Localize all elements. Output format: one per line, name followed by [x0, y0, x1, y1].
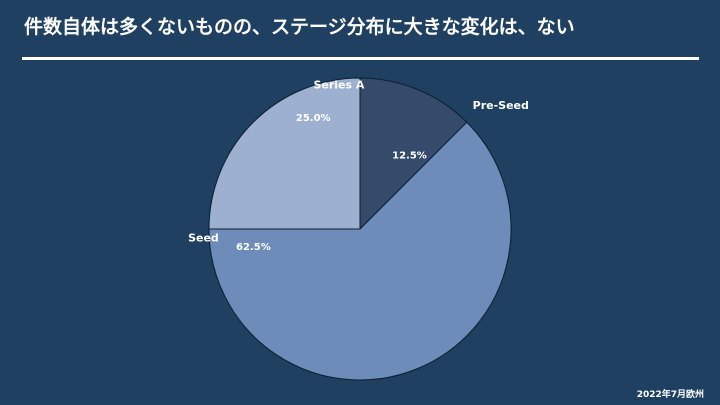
pie-slice-seed [208, 121, 512, 381]
category-label-pre-seed: Pre-Seed [473, 99, 529, 112]
category-label-seed: Seed [188, 231, 219, 244]
data-label-series-a: 25.0% [296, 113, 331, 124]
category-label-series-a: Series A [313, 79, 364, 92]
pie-slice-series-a [208, 77, 361, 230]
slide-footer: 2022年7月欧州 [636, 390, 704, 400]
slide-title: 件数自体は多くないものの、ステージ分布に大きな変化は、ない [24, 16, 575, 38]
data-label-pre-seed: 12.5% [392, 151, 427, 162]
title-divider [22, 57, 699, 60]
data-label-seed: 62.5% [236, 242, 271, 253]
pie-slice-pre-seed [359, 77, 468, 231]
